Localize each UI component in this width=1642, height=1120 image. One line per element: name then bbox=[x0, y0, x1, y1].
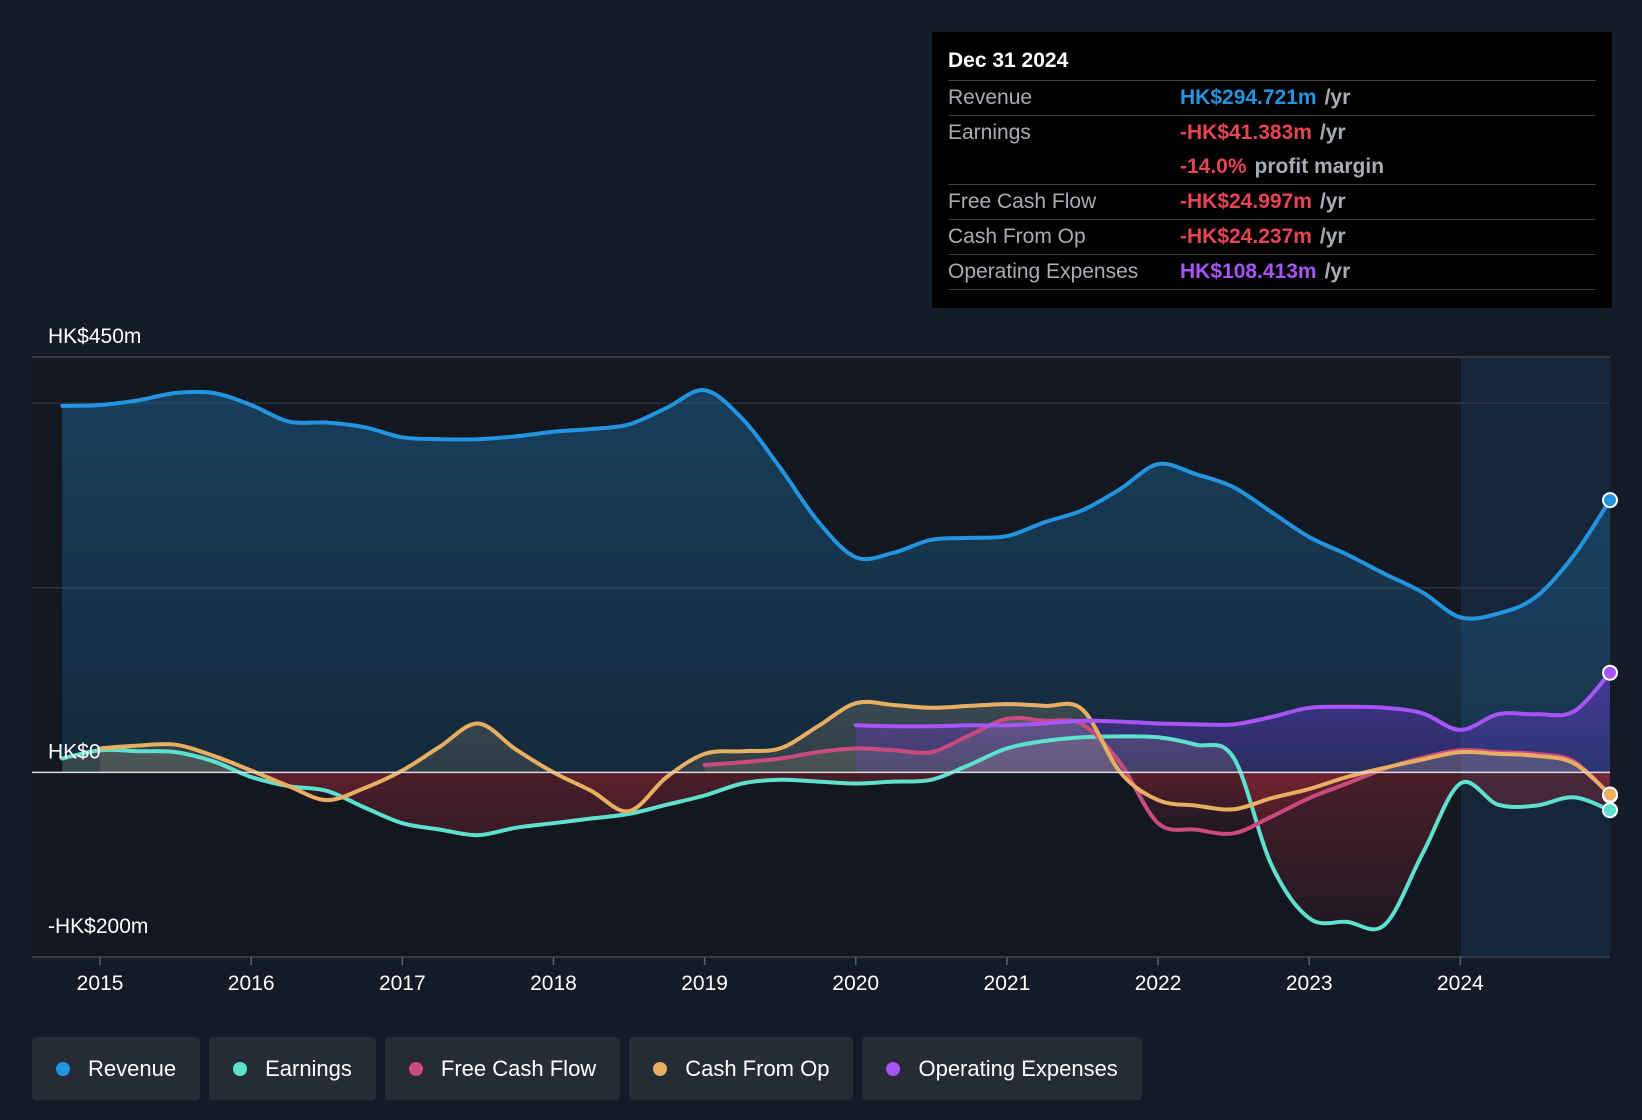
tooltip-value: HK$108.413m bbox=[1180, 260, 1317, 283]
x-tick-label: 2021 bbox=[984, 972, 1031, 995]
tooltip-unit: profit margin bbox=[1254, 155, 1385, 178]
legend-item-revenue[interactable]: Revenue bbox=[32, 1037, 201, 1100]
revenue-endpoint-marker bbox=[1602, 492, 1618, 509]
x-tick-label: 2024 bbox=[1437, 972, 1484, 995]
cash-from-op-line bbox=[98, 699, 1612, 814]
x-tick-label: 2020 bbox=[832, 972, 879, 995]
operating-expenses-line bbox=[853, 670, 1612, 732]
tooltip-unit: /yr bbox=[1319, 121, 1346, 144]
y-axis-top-label: HK$450m bbox=[48, 325, 141, 348]
x-tick-label: 2017 bbox=[379, 972, 426, 995]
tooltip-label: Cash From Op bbox=[948, 225, 1086, 248]
tooltip-row-operating-expenses: Operating Expenses HK$108.413m /yr bbox=[948, 254, 1596, 290]
tooltip-unit: /yr bbox=[1319, 190, 1346, 213]
x-tick-label: 2022 bbox=[1135, 972, 1182, 995]
x-tick-label: 2023 bbox=[1286, 972, 1333, 995]
legend-item-earnings[interactable]: Earnings bbox=[209, 1037, 376, 1100]
legend-item-free-cash-flow[interactable]: Free Cash Flow bbox=[384, 1037, 621, 1100]
tooltip-value: -HK$41.383m bbox=[1180, 121, 1312, 144]
tooltip-label: Operating Expenses bbox=[948, 260, 1139, 283]
legend-label: Revenue bbox=[88, 1055, 177, 1081]
x-tick-label: 2018 bbox=[530, 972, 577, 995]
tooltip-row-profit-margin: -14.0% profit margin bbox=[948, 150, 1596, 184]
legend-dot-icon bbox=[886, 1061, 901, 1076]
earnings-line bbox=[60, 734, 1612, 932]
x-tick-label: 2016 bbox=[228, 972, 275, 995]
earnings-endpoint-marker bbox=[1602, 802, 1618, 819]
cash-from-op-endpoint-marker bbox=[1602, 786, 1618, 803]
tooltip-row-earnings: Earnings -HK$41.383m /yr bbox=[948, 115, 1596, 150]
legend-dot-icon bbox=[653, 1061, 668, 1076]
tooltip-label: Revenue bbox=[948, 86, 1033, 109]
tooltip-label: Free Cash Flow bbox=[948, 190, 1097, 213]
tooltip-value: -HK$24.997m bbox=[1180, 190, 1312, 213]
tooltip-row-cash-from-op: Cash From Op -HK$24.237m /yr bbox=[948, 219, 1596, 254]
tooltip-row-revenue: Revenue HK$294.721m /yr bbox=[948, 80, 1596, 115]
revenue-area bbox=[62, 390, 1611, 773]
legend-label: Operating Expenses bbox=[918, 1055, 1118, 1081]
tooltip-label: Earnings bbox=[948, 121, 1031, 144]
tooltip-unit: /yr bbox=[1324, 86, 1351, 109]
x-tick-label: 2019 bbox=[681, 972, 728, 995]
x-tick-label: 2015 bbox=[77, 972, 124, 995]
earnings-area-negative bbox=[62, 772, 1610, 930]
legend-item-operating-expenses[interactable]: Operating Expenses bbox=[862, 1037, 1142, 1100]
tooltip-panel: Dec 31 2024 Revenue HK$294.721m /yr Earn… bbox=[932, 32, 1612, 308]
cash-from-op-area-positive bbox=[100, 701, 1587, 773]
revenue-line bbox=[60, 388, 1612, 621]
tooltip-unit: /yr bbox=[1319, 225, 1346, 248]
legend-label: Earnings bbox=[265, 1055, 352, 1081]
tooltip-label bbox=[948, 150, 1180, 184]
operating-expenses-endpoint-marker bbox=[1602, 664, 1618, 681]
tooltip-date: Dec 31 2024 bbox=[948, 49, 1069, 72]
free-cash-flow-area-negative bbox=[704, 772, 1610, 834]
legend-label: Cash From Op bbox=[685, 1055, 830, 1081]
legend-dot-icon bbox=[408, 1061, 423, 1076]
tooltip-value: -14.0% bbox=[1180, 155, 1247, 178]
legend-dot-icon bbox=[56, 1061, 70, 1076]
tooltip-value: -HK$24.237m bbox=[1180, 225, 1312, 248]
legend-dot-icon bbox=[233, 1061, 248, 1076]
tooltip-value: HK$294.721m bbox=[1180, 86, 1317, 109]
legend-item-cash-from-op[interactable]: Cash From Op bbox=[629, 1037, 854, 1100]
legend-label: Free Cash Flow bbox=[440, 1055, 597, 1081]
y-axis-bottom-label: -HK$200m bbox=[48, 915, 148, 938]
tooltip-unit: /yr bbox=[1324, 260, 1351, 283]
tooltip-row-free-cash-flow: Free Cash Flow -HK$24.997m /yr bbox=[948, 184, 1596, 219]
legend: Revenue Earnings Free Cash Flow Cash Fro… bbox=[32, 1037, 1142, 1100]
y-axis-zero-label: HK$0 bbox=[48, 740, 101, 763]
operating-expenses-area bbox=[855, 672, 1610, 773]
cash-from-op-area-negative bbox=[100, 772, 1610, 812]
